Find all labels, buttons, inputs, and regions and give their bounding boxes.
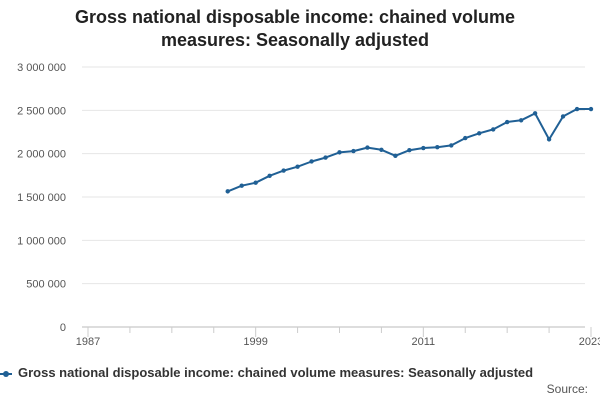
y-tick-label: 2 500 000 xyxy=(17,105,66,117)
x-tick-label: 2023 xyxy=(579,336,600,348)
legend: Gross national disposable income: chaine… xyxy=(0,365,600,383)
x-tick-label: 1987 xyxy=(76,336,100,348)
data-point xyxy=(239,183,244,188)
data-point xyxy=(477,131,482,136)
y-tick-label: 500 000 xyxy=(26,279,66,291)
data-point xyxy=(560,114,566,119)
legend-series-marker xyxy=(0,370,12,377)
data-point xyxy=(337,150,342,155)
data-point xyxy=(546,137,552,142)
data-point xyxy=(504,119,510,125)
y-tick-label: 1 500 000 xyxy=(17,192,66,204)
data-point xyxy=(588,106,594,112)
data-point xyxy=(574,106,580,112)
data-point xyxy=(393,153,398,159)
data-point xyxy=(323,155,328,160)
y-tick-label: 2 000 000 xyxy=(17,149,66,161)
data-point xyxy=(267,173,272,178)
data-point xyxy=(351,148,356,154)
data-point xyxy=(365,145,370,150)
data-point xyxy=(421,145,426,151)
y-tick-label: 0 xyxy=(60,322,66,334)
data-point xyxy=(281,168,286,173)
source-label: Source: xyxy=(546,382,588,396)
chart-title-line-2: measures: Seasonally adjusted xyxy=(160,30,430,50)
data-point xyxy=(518,118,524,123)
data-point xyxy=(295,164,300,169)
data-point xyxy=(253,180,258,185)
data-point xyxy=(532,111,538,116)
data-point xyxy=(309,159,314,164)
legend-series-label: Gross national disposable income: chaine… xyxy=(18,365,534,380)
y-tick-label: 3 000 000 xyxy=(17,62,66,74)
chart-title: Gross national disposable income: chaine… xyxy=(40,6,550,52)
data-point xyxy=(463,135,468,141)
x-tick-label: 2011 xyxy=(412,336,436,348)
data-point xyxy=(407,148,412,153)
data-point xyxy=(490,127,496,132)
data-point xyxy=(379,147,384,152)
x-tick-label: 1999 xyxy=(243,336,267,348)
y-tick-label: 1 000 000 xyxy=(17,235,66,247)
data-point xyxy=(449,143,454,148)
chart-title-line-1: Gross national disposable income: chaine… xyxy=(74,7,516,27)
data-point xyxy=(435,144,440,150)
data-point xyxy=(225,189,230,194)
